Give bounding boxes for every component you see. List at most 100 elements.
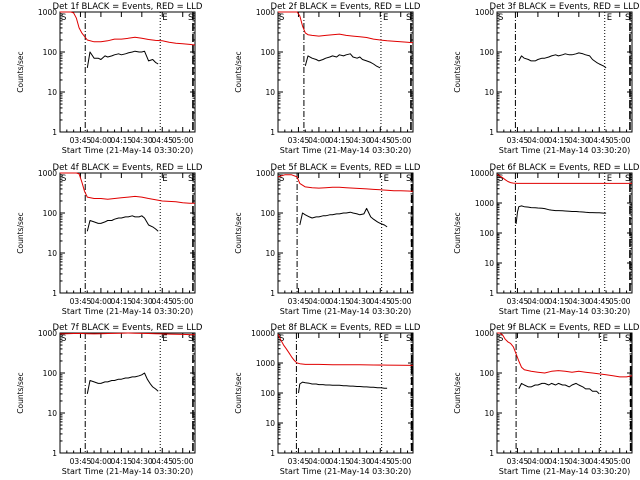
y-tick-label: 10000	[470, 169, 494, 178]
y-tick-label: 10	[265, 88, 275, 97]
second-start-marker-label: S	[625, 174, 630, 184]
y-tick-label: 10	[265, 419, 275, 428]
panel-title: Det 2f BLACK = Events, RED = LLD	[271, 2, 421, 12]
x-tick-label: 04:45	[369, 457, 391, 466]
y-tick-label: 1000	[38, 169, 57, 178]
x-tick-label: 04:30	[568, 297, 590, 306]
panel-det-8: Det 8f BLACK = Events, RED = LLD 1 10 100 10…	[234, 323, 421, 476]
x-tick-label: 05:00	[172, 136, 194, 145]
x-tick-label: 04:15	[548, 457, 570, 466]
end-marker-label: E	[383, 13, 388, 23]
y-tick-label: 1	[270, 449, 275, 458]
y-tick-label: 1	[489, 449, 494, 458]
y-axis-label: Counts/sec	[453, 212, 462, 253]
y-axis-label: Counts/sec	[16, 212, 25, 253]
y-tick-label: 100	[261, 389, 276, 398]
events-rate-line	[515, 205, 607, 225]
x-tick-label: 04:00	[527, 136, 549, 145]
panel-title: Det 5f BLACK = Events, RED = LLD	[271, 163, 421, 173]
y-axis-label: Counts/sec	[16, 372, 25, 413]
y-axis-label: Counts/sec	[16, 51, 25, 92]
x-axis-label: Start Time (21-May-14 03:30:20)	[280, 146, 411, 155]
start-marker-label: S	[498, 13, 503, 23]
x-tick-label: 04:00	[90, 297, 112, 306]
second-start-marker-label: S	[188, 13, 193, 23]
x-axis-label: Start Time (21-May-14 03:30:20)	[499, 307, 630, 316]
y-axis-label: Counts/sec	[453, 372, 462, 413]
x-tick-label: 05:00	[390, 457, 412, 466]
y-axis-label: Counts/sec	[234, 212, 243, 253]
start-marker-label: S	[279, 334, 284, 344]
y-tick-label: 1	[52, 128, 57, 137]
x-tick-label: 04:30	[131, 136, 153, 145]
events-rate-line	[518, 382, 600, 395]
start-marker-label: S	[279, 13, 284, 23]
x-tick-label: 04:15	[111, 136, 133, 145]
x-axis-label: Start Time (21-May-14 03:30:20)	[62, 467, 193, 476]
y-tick-label: 100	[261, 48, 276, 57]
plot-frame	[277, 172, 414, 294]
start-marker-label: S	[61, 334, 66, 344]
second-start-marker-label: S	[625, 334, 630, 344]
events-rate-line	[86, 215, 159, 232]
y-tick-label: 100	[261, 209, 276, 218]
x-tick-label: 03:45	[288, 297, 310, 306]
y-tick-label: 1000	[38, 329, 57, 338]
panel-title: Det 6f BLACK = Events, RED = LLD	[490, 163, 640, 173]
panel-title: Det 3f BLACK = Events, RED = LLD	[490, 2, 640, 12]
events-rate-line	[86, 50, 159, 68]
x-tick-label: 04:15	[329, 457, 351, 466]
x-tick-label: 04:45	[369, 136, 391, 145]
events-rate-line	[518, 52, 607, 69]
plot-frame	[496, 11, 633, 133]
start-marker-label: S	[498, 174, 503, 184]
y-tick-label: 1000	[256, 169, 275, 178]
panel-det-5: Det 5f BLACK = Events, RED = LLD 1 10 100 10…	[234, 163, 421, 316]
panel-det-3: Det 3f BLACK = Events, RED = LLD 1 10 100 10…	[453, 2, 640, 155]
x-tick-label: 05:00	[609, 457, 631, 466]
events-rate-line	[304, 53, 381, 69]
y-tick-label: 10	[484, 259, 494, 268]
x-axis-label: Start Time (21-May-14 03:30:20)	[62, 146, 193, 155]
y-axis-label: Counts/sec	[234, 51, 243, 92]
second-start-marker-label: S	[406, 334, 411, 344]
y-tick-label: 1000	[256, 8, 275, 17]
x-tick-label: 05:00	[390, 297, 412, 306]
lld-rate-line	[497, 332, 633, 378]
y-tick-label: 1	[52, 449, 57, 458]
x-tick-label: 04:00	[308, 136, 330, 145]
x-tick-label: 04:15	[329, 297, 351, 306]
x-tick-label: 04:30	[568, 136, 590, 145]
x-axis-label: Start Time (21-May-14 03:30:20)	[499, 146, 630, 155]
x-tick-label: 05:00	[172, 297, 194, 306]
lld-rate-line	[278, 11, 414, 44]
y-tick-label: 1	[489, 289, 494, 298]
events-rate-line	[298, 381, 388, 394]
panel-title: Det 9f BLACK = Events, RED = LLD	[490, 323, 640, 333]
second-start-marker-label: S	[406, 13, 411, 23]
x-tick-label: 04:45	[588, 457, 610, 466]
y-axis-label: Counts/sec	[453, 51, 462, 92]
second-start-marker-label: S	[625, 13, 630, 23]
end-marker-label: E	[384, 174, 389, 184]
x-tick-label: 04:15	[329, 136, 351, 145]
x-tick-label: 05:00	[609, 297, 631, 306]
lld-rate-line	[60, 172, 195, 204]
x-tick-label: 04:15	[548, 297, 570, 306]
y-tick-label: 1	[52, 289, 57, 298]
y-tick-label: 10	[484, 409, 494, 418]
panel-title: Det 1f BLACK = Events, RED = LLD	[53, 2, 203, 12]
y-tick-label: 10000	[251, 329, 275, 338]
x-tick-label: 05:00	[390, 136, 412, 145]
panel-det-2: Det 2f BLACK = Events, RED = LLD 1 10 100 10…	[234, 2, 421, 155]
x-tick-label: 05:00	[609, 136, 631, 145]
x-tick-label: 04:00	[90, 457, 112, 466]
second-start-marker-label: S	[188, 174, 193, 184]
panel-det-1: Det 1f BLACK = Events, RED = LLD 1 10 100 10…	[16, 2, 203, 155]
x-tick-label: 04:30	[349, 136, 371, 145]
lld-rate-line	[60, 11, 196, 46]
y-tick-label: 1000	[475, 329, 494, 338]
events-rate-line	[299, 207, 388, 228]
x-axis-label: Start Time (21-May-14 03:30:20)	[499, 467, 630, 476]
x-tick-label: 03:45	[70, 457, 92, 466]
